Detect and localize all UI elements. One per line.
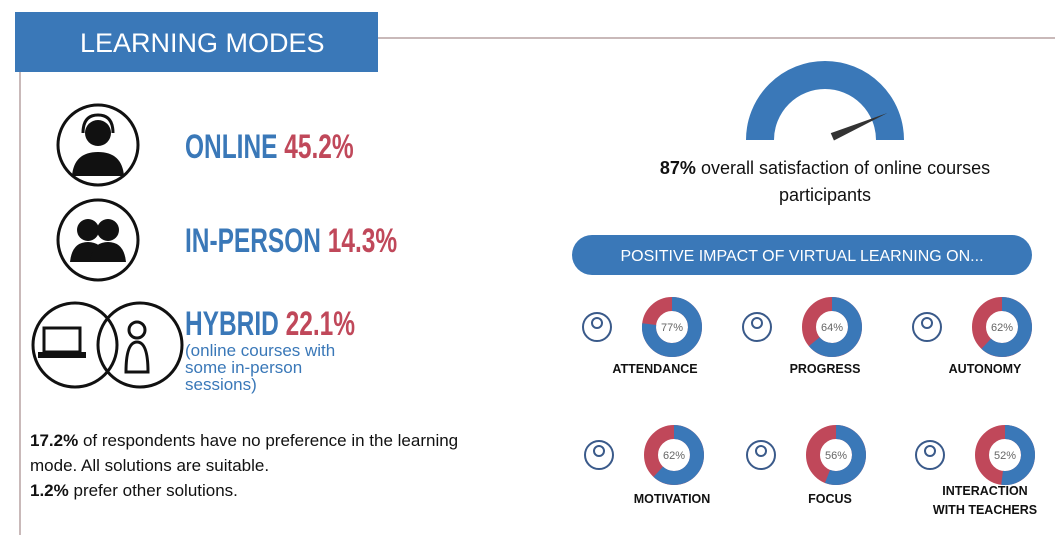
hybrid-label: HYBRID 22.1% <box>185 305 355 343</box>
impact-label-box: ATTENDANCE <box>595 360 715 400</box>
satisfaction: 87% overall satisfaction of online cours… <box>640 155 1010 209</box>
satisfaction-value: 87% <box>660 158 696 178</box>
svg-text:ONLINE 45.2%: ONLINE 45.2% <box>185 128 354 166</box>
gauge-arc <box>760 75 890 140</box>
footnote-text: of respondents have no preference in the… <box>30 431 458 475</box>
hybrid-note: (online courses with some in-person sess… <box>185 342 345 393</box>
donut-label: 62% <box>991 322 1013 334</box>
footnote-text: prefer other solutions. <box>73 481 237 500</box>
impact-icon <box>922 318 932 328</box>
svg-text:IN-PERSON 14.3%: IN-PERSON 14.3% <box>185 222 397 260</box>
impact-title: POSITIVE IMPACT OF VIRTUAL LEARNING ON..… <box>620 248 983 265</box>
donut-label: 64% <box>821 322 843 334</box>
share: 17.2% <box>30 431 78 450</box>
satisfaction-text: overall satisfaction of online courses p… <box>701 158 990 205</box>
impact-label-box: FOCUS <box>770 490 890 530</box>
share: 1.2% <box>30 481 69 500</box>
mode-share: 45.2% <box>284 128 353 166</box>
online-icon <box>58 105 138 185</box>
mode-name: IN-PERSON <box>185 222 321 260</box>
impact-label: INTERACTION WITH TEACHERS <box>925 482 1045 520</box>
hybrid-note-box: (online courses with some in-person sess… <box>185 342 345 412</box>
donut-label: 77% <box>661 322 683 334</box>
footnote-box: 17.2% of respondents have no preference … <box>30 428 510 518</box>
hybrid-icon <box>33 303 182 387</box>
impact-icon <box>592 318 602 328</box>
impact-label: FOCUS <box>770 490 890 509</box>
impact-label: PROGRESS <box>765 360 885 379</box>
impact-label: AUTONOMY <box>925 360 1045 379</box>
header-title: LEARNING MODES <box>80 28 325 58</box>
svg-text:HYBRID 22.1%: HYBRID 22.1% <box>185 305 355 343</box>
donut-label: 62% <box>663 450 685 462</box>
footnote: 17.2% of respondents have no preference … <box>30 428 510 503</box>
impact-icon <box>925 446 935 456</box>
page: LEARNING MODES ONLINE 45.2% IN-PERSON 14… <box>0 0 1055 535</box>
impact-label-box: MOTIVATION <box>612 490 732 530</box>
impact-label-box: INTERACTION WITH TEACHERS <box>925 482 1045 522</box>
impact-label-box: PROGRESS <box>765 360 885 400</box>
mode-share: 14.3% <box>328 222 397 260</box>
impact-label: MOTIVATION <box>612 490 732 509</box>
impact-label-box: AUTONOMY <box>925 360 1045 400</box>
mode-name: ONLINE <box>185 128 277 166</box>
impact-icon <box>752 318 762 328</box>
donut-label: 56% <box>825 450 847 462</box>
in-person-icon <box>58 200 138 280</box>
satisfaction-box: 87% overall satisfaction of online cours… <box>640 155 1010 215</box>
donut-label: 52% <box>994 450 1016 462</box>
impact-icon <box>756 446 766 456</box>
mode-share: 22.1% <box>286 305 355 343</box>
impact-icon <box>594 446 604 456</box>
online-label: ONLINE 45.2% <box>185 128 354 166</box>
mode-name: HYBRID <box>185 305 279 343</box>
in-person-label: IN-PERSON 14.3% <box>185 222 397 260</box>
impact-label: ATTENDANCE <box>595 360 715 379</box>
